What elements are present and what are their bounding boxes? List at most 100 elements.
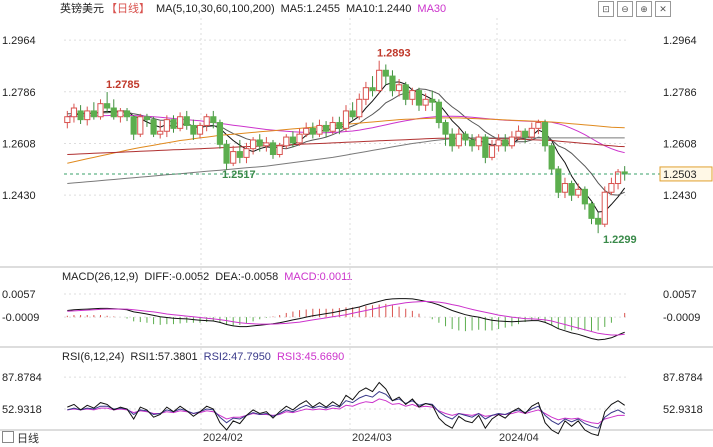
candle-body	[236, 151, 243, 158]
ma-line-ma100	[67, 137, 625, 155]
candle-body	[123, 110, 131, 118]
candle-body	[362, 87, 370, 100]
candle-body	[608, 183, 615, 193]
candle-body	[97, 103, 104, 118]
price-annotation: 1.2893	[377, 48, 411, 60]
candle-body	[429, 98, 436, 103]
candle-body	[515, 130, 522, 138]
zoom-out-icon[interactable]: ⊖	[617, 1, 633, 17]
candle-body	[442, 122, 449, 135]
candle-body	[130, 116, 137, 135]
candle-body	[369, 87, 376, 92]
restore-icon[interactable]: ⊡	[598, 1, 614, 17]
candle-body	[482, 136, 489, 158]
candle-body	[336, 122, 343, 129]
macd-diff-label: DIFF:-0.0052	[144, 271, 210, 283]
price-y-tick-right: 1.2608	[663, 138, 697, 150]
candle-body	[342, 110, 350, 129]
macd-dea-label: DEA:-0.0058	[215, 271, 279, 283]
candle-body	[422, 98, 429, 106]
candle-body	[216, 122, 224, 145]
candle-body	[488, 145, 496, 158]
price-y-tick-right: 1.2430	[663, 190, 697, 202]
rsi2-label: RSI2:47.7950	[203, 351, 271, 363]
ma-line-ma200	[67, 137, 625, 184]
candle-body	[77, 110, 84, 121]
candle-body	[462, 133, 469, 141]
candle-body	[555, 168, 562, 193]
candle-body	[230, 151, 237, 164]
x-tick-label: 2024/04	[499, 432, 539, 444]
candle-body	[157, 130, 164, 135]
price-y-tick-left: 1.2430	[2, 190, 36, 202]
rsi-y-tick-right: 52.9318	[663, 404, 703, 416]
macd-diff-line	[67, 298, 625, 341]
rsi-line-rsi1	[67, 381, 625, 437]
candle-body	[256, 139, 263, 147]
current-price-box	[659, 166, 713, 182]
candle-body	[568, 183, 575, 196]
candle-body	[243, 148, 250, 158]
x-tick-label: 2024/02	[203, 432, 243, 444]
candle-body	[296, 133, 303, 144]
footer-period[interactable]: 日线	[2, 431, 39, 445]
macd-y-tick-right: -0.0009	[663, 312, 700, 324]
candle-body	[449, 133, 456, 147]
candle-body	[455, 133, 462, 147]
candle-body	[614, 171, 622, 185]
candle-body	[495, 139, 502, 147]
current-price-label: 1.2503	[663, 169, 697, 181]
candle-body	[64, 116, 71, 124]
rsi-title: RSI(6,12,24)	[62, 351, 125, 363]
candle-body	[137, 116, 144, 135]
price-y-tick-left: 1.2964	[2, 35, 36, 47]
period-label[interactable]: 【日线】	[106, 3, 150, 15]
ma5-label: MA5:1.2455	[280, 3, 340, 15]
candle-body	[309, 127, 316, 135]
candle-body	[203, 116, 210, 126]
candle-body	[316, 124, 323, 135]
ma-line-ma5	[67, 81, 626, 213]
ma30-label: MA30	[417, 3, 447, 15]
rsi-header: RSI(6,12,24) RSI1:57.3801 RSI2:47.7950 RSI3…	[0, 348, 713, 366]
candle-body	[150, 119, 157, 135]
candle-body	[522, 130, 529, 138]
rsi-line-rsi2	[67, 391, 625, 429]
candle-body	[395, 84, 403, 92]
footer-period-label: 日线	[17, 433, 39, 445]
candle-body	[276, 145, 283, 155]
macd-title: MACD(26,12,9)	[62, 271, 139, 283]
candle-body	[548, 145, 555, 170]
candle-body	[117, 110, 124, 118]
macd-header: MACD(26,12,9) DIFF:-0.0052 DEA:-0.0058 MACD…	[0, 268, 713, 286]
candle-body	[561, 183, 569, 193]
macd-value-label: MACD:0.0011	[284, 271, 353, 283]
candle-body	[196, 124, 204, 135]
candle-body	[349, 110, 356, 118]
close-icon[interactable]: ✕	[655, 1, 671, 17]
x-tick-label: 2024/03	[352, 432, 392, 444]
candle-body	[303, 127, 310, 135]
macd-dea-line	[67, 300, 625, 336]
zoom-in-icon[interactable]: ⊕	[636, 1, 652, 17]
price-y-tick-right: 1.2964	[663, 35, 697, 47]
candle-body	[143, 116, 151, 121]
candle-body	[289, 136, 297, 144]
candle-body	[110, 107, 117, 118]
rsi-y-tick-left: 52.9318	[2, 404, 42, 416]
candle-body	[177, 116, 184, 129]
candle-body	[250, 139, 257, 150]
macd-y-tick-right: 0.0057	[663, 289, 697, 301]
ma10-label: MA10:1.2440	[345, 3, 412, 15]
macd-y-tick-left: 0.0057	[2, 289, 36, 301]
candle-body	[84, 110, 91, 121]
candle-body	[502, 139, 509, 147]
price-y-tick-left: 1.2786	[2, 87, 36, 99]
candle-body	[595, 217, 602, 225]
candle-body	[104, 103, 111, 109]
candle-body	[541, 122, 549, 147]
price-y-tick-right: 1.2786	[663, 87, 697, 99]
candle-body	[389, 75, 396, 92]
candle-body	[210, 116, 217, 124]
